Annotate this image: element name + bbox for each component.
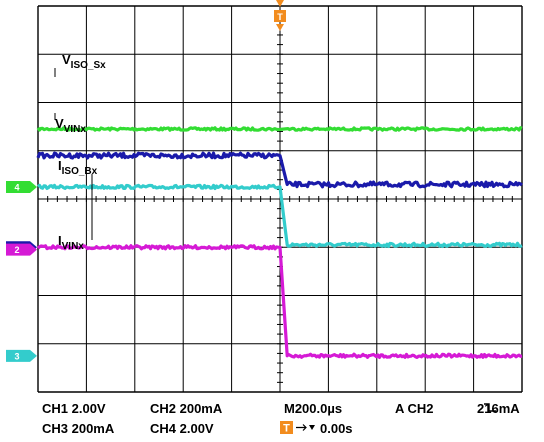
trace-v-vinx xyxy=(36,151,523,189)
ch3-setting: CH3 200mA xyxy=(42,421,115,436)
channel-markers: 1234 xyxy=(6,180,37,362)
traces-group xyxy=(36,126,523,359)
trigger-t-text: T xyxy=(277,12,283,22)
trigger-t-box xyxy=(274,10,286,22)
trigger-position: 0.00s xyxy=(320,421,353,436)
channel-3-marker-label: 3 xyxy=(14,351,19,361)
trace-label-sub: VINx xyxy=(62,241,85,252)
trigger-marker: T xyxy=(274,0,286,31)
channel-2-marker xyxy=(6,243,37,256)
trace-label-main: V xyxy=(62,52,71,67)
trace-label-sub: ISO_Sx xyxy=(71,60,106,71)
trace-v-iso-sx xyxy=(36,126,523,132)
trace-label-sub: VINx xyxy=(64,124,87,135)
ch2-setting: CH2 200mA xyxy=(150,401,223,416)
trigger-setting: A CH2 xyxy=(395,401,434,416)
trace-label: VISO_Sx xyxy=(62,52,106,71)
timebase-setting: M200.0µs xyxy=(284,401,342,416)
trigger-level: 216mA xyxy=(477,401,520,416)
channel-4-marker-label: 4 xyxy=(14,182,19,192)
channel-4-marker xyxy=(6,180,37,193)
trace-label: VVINx xyxy=(55,116,86,135)
channel-2-marker-label: 2 xyxy=(14,245,19,255)
trigger-arrow-icon xyxy=(276,0,284,7)
trace-i-vinx xyxy=(36,244,523,359)
channel-3-marker xyxy=(6,349,37,362)
ch4-setting: CH4 2.00V xyxy=(150,421,214,436)
trace-i-iso-bx xyxy=(37,183,523,248)
trace-label-main: I xyxy=(58,233,62,248)
trace-label-sub: ISO_Bx xyxy=(62,166,98,177)
trigger-down-arrow-icon xyxy=(276,24,284,31)
arrow-down-icon xyxy=(309,425,315,430)
trigger-position-readout: T 0.00s xyxy=(280,421,353,436)
trace-label-main: V xyxy=(55,116,64,131)
trigger-t-letter: T xyxy=(283,423,290,435)
ch1-setting: CH1 2.00V xyxy=(42,401,106,416)
trace-label-main: I xyxy=(58,158,62,173)
trace-label: IVINx xyxy=(58,233,84,252)
trace-label: IISO_Bx xyxy=(58,158,98,177)
trigger-t-icon xyxy=(280,421,293,434)
arrow-right-icon xyxy=(296,424,307,431)
falling-edge-icon xyxy=(484,403,496,412)
